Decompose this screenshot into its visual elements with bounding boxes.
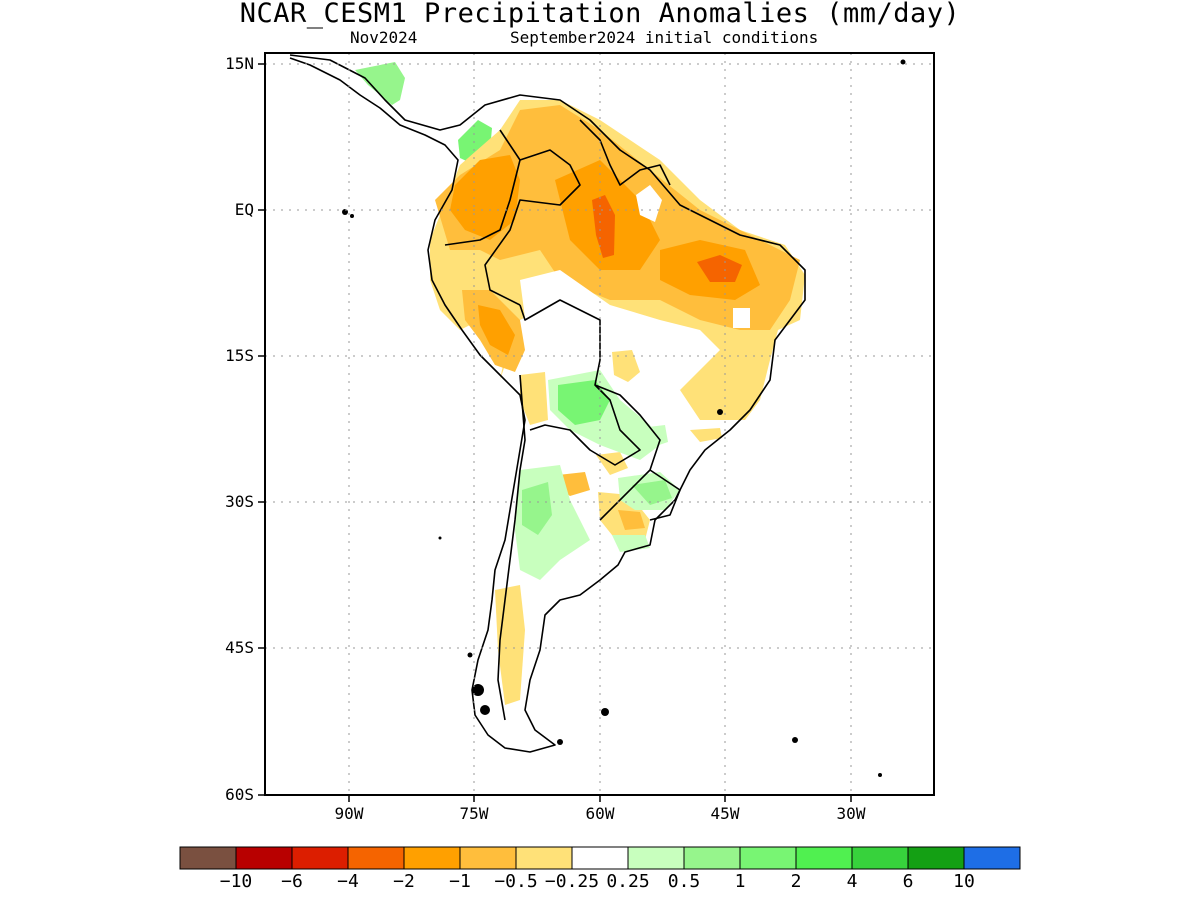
anomaly-region: [733, 308, 750, 328]
lon-tick-label: 90W: [334, 804, 364, 823]
anomaly-region: [640, 425, 668, 448]
lat-tick-label: 30S: [225, 492, 254, 511]
anomaly-region: [618, 510, 645, 530]
anomaly-region: [612, 350, 640, 382]
country-border: [519, 299, 641, 466]
colorbar-label: 2: [790, 871, 802, 892]
colorbar-label: 6: [902, 871, 914, 892]
country-border: [497, 374, 526, 721]
forecast-month: Nov2024: [350, 28, 418, 47]
colorbar-label: −1: [449, 871, 471, 892]
anomaly-region: [612, 535, 650, 552]
colorbar-label: −6: [281, 871, 303, 892]
anomaly-region: [520, 372, 548, 425]
lon-tick-label: 30W: [836, 804, 866, 823]
anomaly-region: [690, 428, 722, 442]
country-border: [444, 129, 521, 246]
chart-title: NCAR_CESM1 Precipitation Anomalies (mm/d…: [239, 0, 961, 29]
anomaly-region: [636, 185, 662, 222]
country-border: [579, 119, 671, 186]
anomaly-region: [592, 195, 615, 258]
lon-tick-label: 75W: [459, 804, 489, 823]
colorbar-label: −4: [337, 871, 359, 892]
anomaly-region: [558, 380, 610, 425]
anomaly-region: [632, 480, 672, 505]
south-america-coast: [289, 54, 806, 753]
anomaly-shading: [355, 62, 805, 705]
colorbar-label: 1: [734, 871, 746, 892]
lat-tick-label: EQ: [234, 200, 254, 219]
lat-tick-label: 15N: [225, 54, 254, 73]
lon-tick-label: 45W: [710, 804, 740, 823]
lat-tick-label: 60S: [225, 785, 254, 804]
anomaly-region: [450, 155, 520, 240]
country-border: [484, 149, 581, 306]
anomaly-region: [520, 270, 720, 390]
initial-conditions: September2024 initial conditions: [510, 28, 819, 47]
colorbar-label: −10: [219, 871, 253, 892]
colorbar-label: −0.25: [544, 871, 600, 892]
lon-tick-label: 60W: [585, 804, 615, 823]
lat-tick-label: 45S: [225, 638, 254, 657]
colorbar-label: −0.5: [494, 871, 538, 892]
colorbar-label: 0.5: [667, 871, 701, 892]
islands: [342, 59, 906, 777]
axis-ticks: [258, 63, 852, 802]
anomaly-region: [478, 305, 515, 355]
anomaly-region: [355, 62, 405, 105]
colorbar-label: 4: [846, 871, 858, 892]
country-border: [594, 384, 661, 521]
anomaly-region: [522, 482, 552, 535]
lat-tick-label: 15S: [225, 346, 254, 365]
colorbar-label: 0.25: [606, 871, 650, 892]
colorbar-label: 10: [953, 871, 975, 892]
colorbar-label: −2: [393, 871, 415, 892]
coastlines: [289, 54, 806, 753]
anomaly-region: [697, 255, 742, 282]
